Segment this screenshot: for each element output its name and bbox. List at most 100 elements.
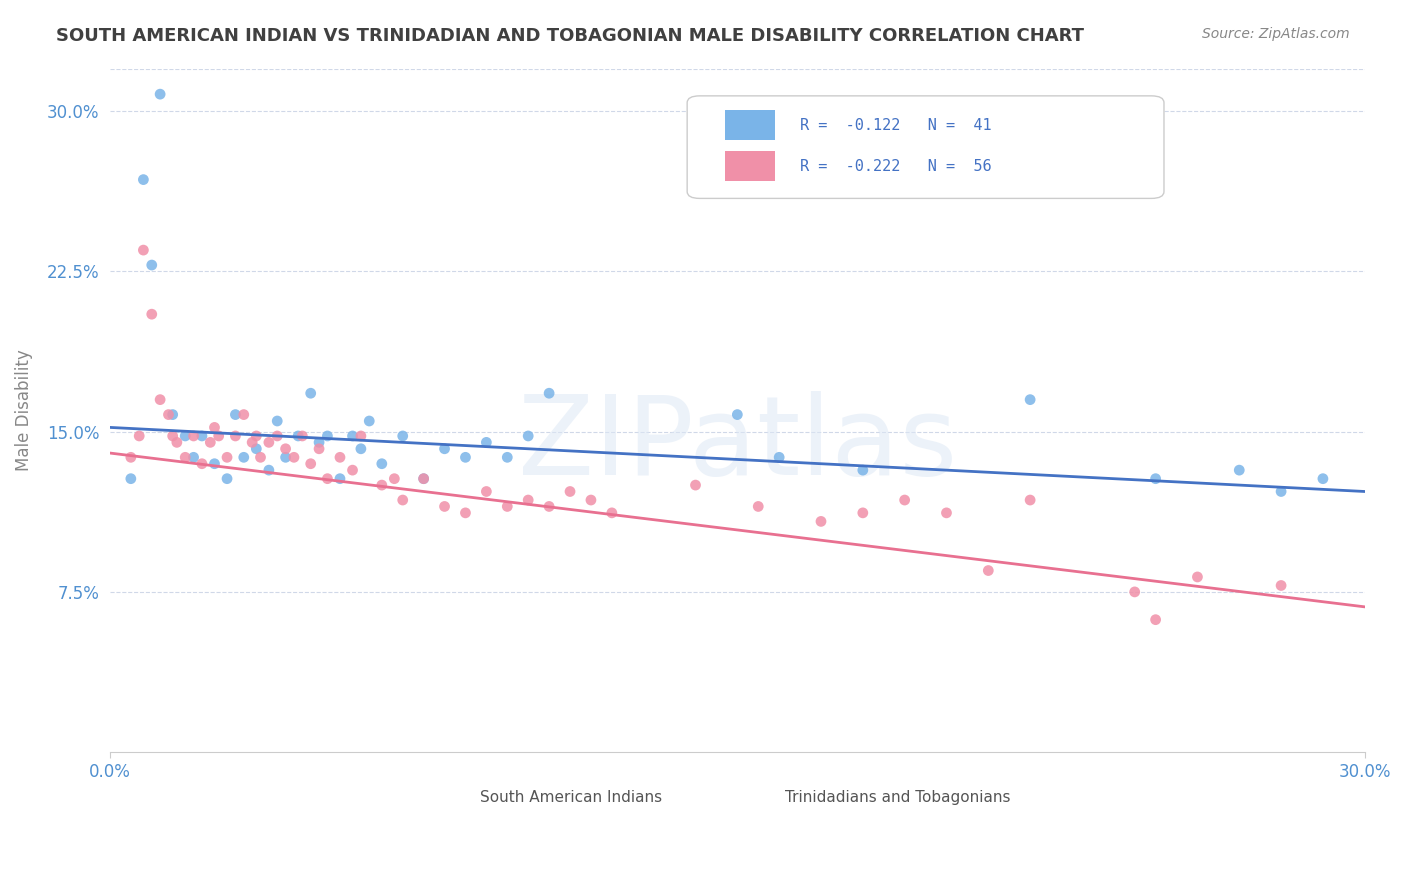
Point xyxy=(316,472,339,486)
Point xyxy=(215,450,238,465)
Text: Trinidadians and Tobagonians: Trinidadians and Tobagonians xyxy=(785,790,1011,805)
Point xyxy=(266,429,288,443)
Point xyxy=(810,515,832,529)
Point xyxy=(382,472,405,486)
Point xyxy=(454,506,477,520)
Point xyxy=(149,392,172,407)
Point xyxy=(433,442,456,456)
Point xyxy=(1144,472,1167,486)
Point xyxy=(224,408,246,422)
Point xyxy=(224,429,246,443)
Point xyxy=(257,435,280,450)
Text: ZIPatlas: ZIPatlas xyxy=(517,391,957,498)
FancyBboxPatch shape xyxy=(688,95,1164,198)
Point xyxy=(191,457,214,471)
Point xyxy=(308,442,330,456)
FancyBboxPatch shape xyxy=(430,789,468,806)
Point xyxy=(204,420,226,434)
Point xyxy=(1270,578,1292,592)
FancyBboxPatch shape xyxy=(724,110,775,140)
Point xyxy=(200,435,222,450)
Point xyxy=(747,500,769,514)
Point xyxy=(1123,585,1146,599)
Point xyxy=(350,429,373,443)
Point xyxy=(132,243,155,257)
Point xyxy=(350,442,373,456)
Point xyxy=(232,450,254,465)
Point xyxy=(1270,484,1292,499)
Point xyxy=(538,386,561,401)
Point xyxy=(174,429,197,443)
Point xyxy=(204,457,226,471)
Point xyxy=(475,435,498,450)
Point xyxy=(342,463,364,477)
Point xyxy=(249,450,271,465)
Text: Source: ZipAtlas.com: Source: ZipAtlas.com xyxy=(1202,27,1350,41)
Point xyxy=(191,429,214,443)
Point xyxy=(412,472,434,486)
Point xyxy=(120,450,142,465)
Point xyxy=(852,463,875,477)
Point xyxy=(183,429,205,443)
Point xyxy=(371,478,394,492)
Point xyxy=(266,414,288,428)
Point xyxy=(183,450,205,465)
Point xyxy=(496,500,519,514)
Point xyxy=(329,450,352,465)
Point xyxy=(977,564,1000,578)
Point xyxy=(174,450,197,465)
Point xyxy=(149,87,172,102)
Point xyxy=(245,442,267,456)
Point xyxy=(291,429,314,443)
Point xyxy=(274,450,297,465)
Point xyxy=(558,484,581,499)
Point xyxy=(120,472,142,486)
Point xyxy=(1312,472,1334,486)
Point xyxy=(132,172,155,186)
Point xyxy=(308,435,330,450)
Point xyxy=(893,493,915,508)
Point xyxy=(162,429,184,443)
Point xyxy=(600,506,623,520)
Point xyxy=(208,429,231,443)
FancyBboxPatch shape xyxy=(735,789,772,806)
Point xyxy=(454,450,477,465)
Point xyxy=(162,408,184,422)
Point xyxy=(316,429,339,443)
Point xyxy=(1227,463,1250,477)
Point xyxy=(433,500,456,514)
Point xyxy=(359,414,381,428)
Point xyxy=(166,435,188,450)
FancyBboxPatch shape xyxy=(724,151,775,181)
Point xyxy=(157,408,180,422)
Point xyxy=(496,450,519,465)
Y-axis label: Male Disability: Male Disability xyxy=(15,350,32,471)
Point xyxy=(1019,493,1042,508)
Text: South American Indians: South American Indians xyxy=(479,790,662,805)
Point xyxy=(1144,613,1167,627)
Point xyxy=(391,429,413,443)
Point xyxy=(329,472,352,486)
Point xyxy=(475,484,498,499)
Point xyxy=(1187,570,1209,584)
Point xyxy=(287,429,309,443)
Point xyxy=(283,450,305,465)
Point xyxy=(141,258,163,272)
Point xyxy=(1019,392,1042,407)
Point xyxy=(371,457,394,471)
Point xyxy=(141,307,163,321)
Point xyxy=(299,386,322,401)
Point xyxy=(538,500,561,514)
Point xyxy=(685,478,707,492)
Point xyxy=(128,429,150,443)
Point xyxy=(391,493,413,508)
Point xyxy=(274,442,297,456)
Point xyxy=(257,463,280,477)
Point xyxy=(517,429,540,443)
Text: R =  -0.122   N =  41: R = -0.122 N = 41 xyxy=(800,118,991,133)
Point xyxy=(299,457,322,471)
Point xyxy=(852,506,875,520)
Point xyxy=(215,472,238,486)
Point xyxy=(412,472,434,486)
Point xyxy=(240,435,263,450)
